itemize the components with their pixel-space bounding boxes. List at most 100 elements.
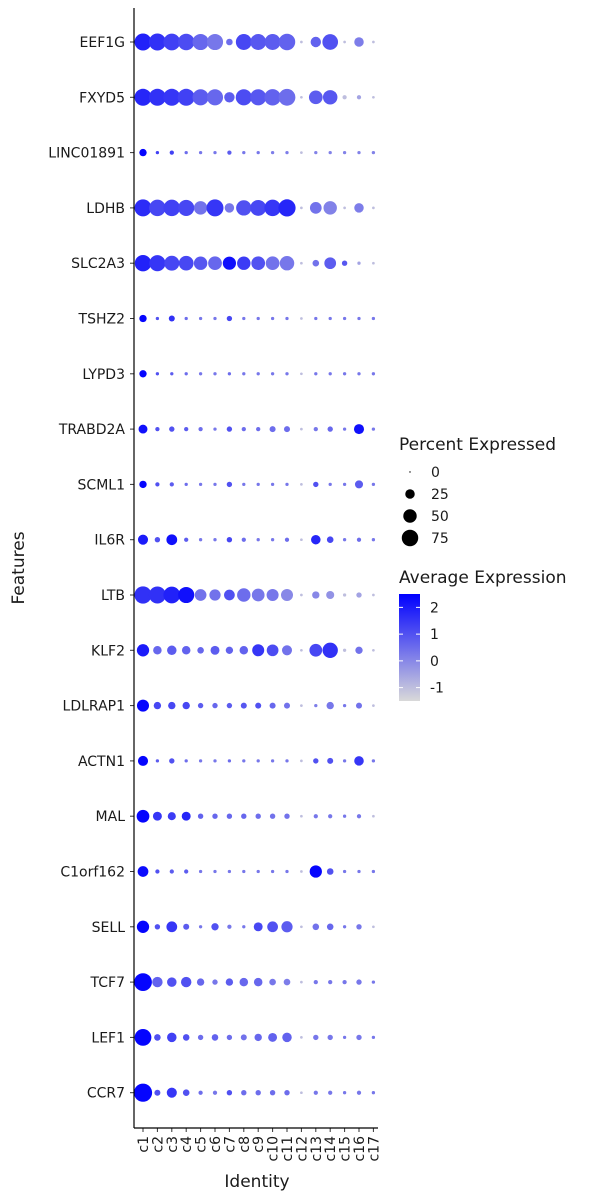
dot-mark xyxy=(166,921,178,933)
dot-mark xyxy=(300,814,303,818)
dot-mark xyxy=(356,537,362,542)
cluster-label: c8 xyxy=(237,1136,253,1153)
dot-mark xyxy=(194,589,207,601)
dot-mark xyxy=(300,151,303,154)
dot-mark xyxy=(328,482,332,487)
dot-mark xyxy=(134,88,152,106)
dot-mark xyxy=(198,316,203,321)
cluster-label: c3 xyxy=(165,1136,181,1153)
dot-mark xyxy=(324,257,337,270)
dot-mark xyxy=(225,646,234,654)
feature-label: IL6R xyxy=(94,533,125,549)
dot-mark xyxy=(269,813,276,819)
dot-mark xyxy=(213,482,217,487)
dot-mark xyxy=(196,978,205,986)
dot-mark xyxy=(212,1090,218,1095)
dot-mark xyxy=(371,1035,376,1040)
dot-mark xyxy=(281,645,293,656)
feature-label: TRABD2A xyxy=(58,422,126,438)
dot-mark xyxy=(264,89,281,106)
dot-mark xyxy=(197,813,204,819)
dot-mark xyxy=(353,424,365,435)
dot-mark xyxy=(357,150,361,155)
dot-mark xyxy=(354,480,364,489)
cluster-label: c7 xyxy=(222,1136,238,1153)
dot-mark xyxy=(342,979,347,985)
dot-mark xyxy=(372,925,375,929)
dot-mark xyxy=(134,973,152,992)
dot-mark xyxy=(371,980,376,984)
color-legend-label: -1 xyxy=(430,681,444,697)
dot-mark xyxy=(154,537,161,543)
dot-mark xyxy=(240,1034,247,1041)
dot-mark xyxy=(163,199,181,217)
dot-mark xyxy=(328,316,332,321)
dot-mark xyxy=(198,1090,203,1095)
dot-mark xyxy=(155,482,160,487)
dot-mark xyxy=(184,150,188,155)
dot-mark xyxy=(357,372,361,376)
dot-mark xyxy=(212,979,218,985)
dot-mark xyxy=(342,538,347,542)
dot-mark xyxy=(328,372,332,376)
dot-mark xyxy=(137,534,149,545)
dot-mark xyxy=(342,316,347,321)
dot-mark xyxy=(182,1089,190,1096)
dot-mark xyxy=(308,90,323,105)
dot-mark xyxy=(312,923,320,931)
dot-mark xyxy=(285,759,289,763)
color-legend: Average Expression 2 1 0 -1 xyxy=(399,568,567,701)
dot-mark xyxy=(136,920,150,933)
dot-mark xyxy=(154,1089,161,1096)
dot-mark xyxy=(242,482,246,487)
dot-mark xyxy=(313,426,318,432)
dot-mark xyxy=(167,812,176,821)
dot-mark xyxy=(327,1034,333,1041)
dot-mark xyxy=(313,979,318,985)
cluster-label: c6 xyxy=(208,1136,224,1153)
dot-mark xyxy=(310,36,322,48)
dot-mark xyxy=(242,316,246,321)
dot-mark xyxy=(265,256,280,271)
dot-mark xyxy=(342,648,347,652)
dot-mark xyxy=(342,372,347,376)
dot-mark xyxy=(155,316,160,321)
dot-mark xyxy=(269,426,276,433)
dot-mark xyxy=(255,702,262,709)
dot-mark xyxy=(326,590,335,600)
dot-mark xyxy=(283,426,291,433)
dot-mark xyxy=(197,1034,204,1041)
dot-mark xyxy=(256,316,260,321)
dot-mark xyxy=(241,426,246,432)
dot-mark xyxy=(342,925,347,929)
dot-mark xyxy=(134,586,152,604)
dot-mark xyxy=(139,480,147,489)
dot-mark xyxy=(300,427,303,431)
dot-mark xyxy=(342,593,347,597)
dot-mark xyxy=(184,537,189,542)
size-legend-title: Percent Expressed xyxy=(399,435,556,455)
dot-mark xyxy=(326,868,334,875)
dot-mark xyxy=(255,1090,261,1096)
dot-mark xyxy=(177,33,195,51)
cluster-label: c11 xyxy=(280,1136,296,1162)
dot-mark xyxy=(278,33,296,51)
dot-mark xyxy=(235,89,252,106)
dot-mark xyxy=(169,869,174,874)
feature-label: LINC01891 xyxy=(48,146,125,162)
dot-mark xyxy=(372,814,375,818)
dot-mark xyxy=(256,759,260,763)
dot-mark xyxy=(167,977,177,987)
dot-mark xyxy=(284,1090,290,1096)
dot-mark xyxy=(155,759,160,763)
dot-mark xyxy=(342,703,347,708)
dot-mark xyxy=(148,88,166,106)
dot-mark xyxy=(300,1036,303,1039)
x-axis-ticks xyxy=(142,1128,374,1132)
dot-mark xyxy=(356,924,362,930)
dot-mark xyxy=(251,256,266,271)
size-legend-label: 75 xyxy=(431,531,449,547)
dot-mark xyxy=(170,372,174,376)
dot-mark xyxy=(300,870,303,873)
feature-label: TCF7 xyxy=(90,975,125,991)
